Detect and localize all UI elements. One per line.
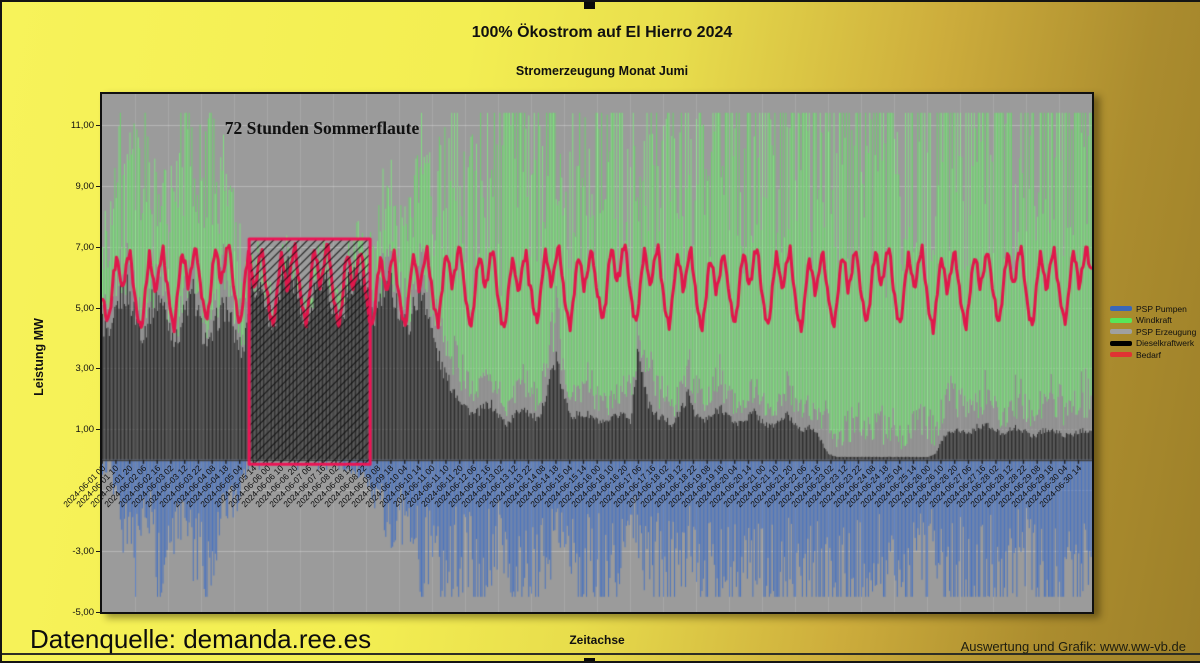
legend-swatch bbox=[1110, 317, 1132, 323]
legend-swatch bbox=[1110, 306, 1132, 312]
legend-label: PSP Pumpen bbox=[1136, 303, 1187, 314]
legend-item: Windkraft bbox=[1110, 315, 1196, 327]
legend-item: PSP Pumpen bbox=[1110, 303, 1196, 315]
y-tick-mark bbox=[96, 185, 101, 187]
legend-swatch bbox=[1110, 340, 1132, 346]
x-axis-title: Zeitachse bbox=[569, 633, 625, 647]
credit-text: Auswertung und Grafik: www.ww-vb.de bbox=[960, 639, 1186, 654]
y-tick-mark bbox=[96, 124, 101, 126]
bottom-divider bbox=[2, 653, 1200, 655]
legend: PSP Pumpen Windkraft PSP Erzeugung Dieselkr… bbox=[1110, 303, 1196, 361]
legend-swatch bbox=[1110, 329, 1132, 335]
y-tick-label: 1,00 bbox=[75, 424, 95, 436]
y-tick-label: -5,00 bbox=[72, 607, 94, 618]
legend-item: Dieselkraftwerk bbox=[1110, 338, 1196, 350]
legend-item: Bedarf bbox=[1110, 349, 1196, 361]
y-axis-label: Leistung MW bbox=[32, 318, 46, 396]
legend-label: Windkraft bbox=[1136, 315, 1172, 326]
chart-canvas bbox=[102, 94, 1092, 612]
legend-item: PSP Erzeugung bbox=[1110, 326, 1196, 338]
y-tick-label: 7,00 bbox=[75, 241, 95, 253]
y-tick-mark bbox=[96, 612, 101, 613]
y-tick-label: 9,00 bbox=[75, 180, 95, 192]
page-subtitle: Stromerzeugung Monat Jumi bbox=[515, 64, 689, 78]
window-top-handle bbox=[584, 2, 595, 9]
y-tick-mark bbox=[96, 246, 101, 248]
legend-label: Dieselkraftwerk bbox=[1136, 338, 1195, 349]
legend-label: Bedarf bbox=[1136, 349, 1162, 360]
window-bottom-handle bbox=[584, 658, 595, 661]
y-tick-label: 5,00 bbox=[75, 302, 95, 314]
y-tick-mark bbox=[96, 307, 101, 309]
y-tick-mark bbox=[96, 429, 101, 431]
legend-swatch bbox=[1110, 352, 1132, 358]
y-tick-mark bbox=[96, 368, 101, 370]
page-title: 100% Ökostrom auf El Hierro 2024 bbox=[471, 24, 733, 41]
data-source-text: Datenquelle: demanda.ree.es bbox=[30, 624, 372, 654]
y-tick-label: 3,00 bbox=[75, 363, 95, 375]
y-tick-mark bbox=[96, 551, 101, 553]
y-tick-label: -3,00 bbox=[72, 546, 94, 558]
y-tick-label: 11,00 bbox=[70, 119, 94, 131]
legend-label: PSP Erzeugung bbox=[1136, 326, 1197, 337]
annotation-sommerflaute: 72 Stunden Sommerflaute bbox=[224, 118, 420, 138]
